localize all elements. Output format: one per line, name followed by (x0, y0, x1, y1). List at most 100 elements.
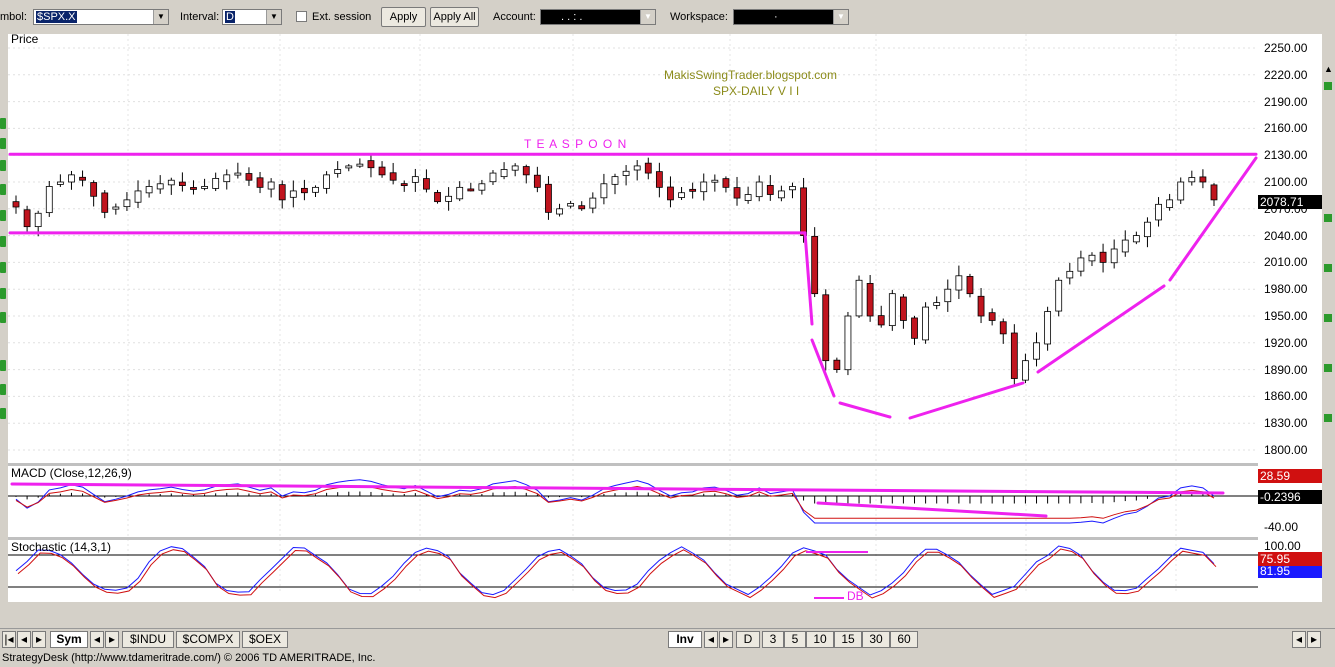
tool-icon[interactable] (0, 210, 6, 221)
tab-symbol-oex[interactable]: $OEX (242, 631, 288, 648)
tool-icon[interactable] (0, 118, 6, 129)
panel-divider[interactable] (8, 537, 1322, 540)
tab-symbol-compx[interactable]: $COMPX (176, 631, 240, 648)
x-tick-label: 12 (1235, 601, 1249, 602)
x-tick-label: 16 (652, 601, 666, 602)
tool-icon[interactable] (1324, 214, 1332, 222)
tool-icon[interactable] (0, 262, 6, 273)
tab-interval-30[interactable]: 30 (862, 631, 890, 648)
candle-body (933, 302, 941, 306)
candle-body (1121, 239, 1129, 253)
price-axis: 2250.00 2220.00 2190.00 2160.00 2130.00 2100.… (1258, 34, 1322, 602)
scroll-left-icon[interactable]: ◂ (1292, 631, 1306, 648)
x-tick-label: 02 (133, 601, 147, 602)
tab-interval-60[interactable]: 60 (890, 631, 918, 648)
chevron-down-icon[interactable]: ▼ (153, 10, 168, 24)
tool-icon[interactable] (1324, 314, 1332, 322)
candle-body (1188, 177, 1196, 183)
chevron-down-icon[interactable]: ▼ (266, 10, 281, 24)
x-tick-label: 03 (717, 601, 731, 602)
apply-all-button[interactable]: Apply All (430, 7, 479, 27)
workspace-value[interactable]: · (774, 11, 778, 23)
next-page-icon[interactable]: ▸ (32, 631, 46, 648)
candle-body (1166, 199, 1174, 208)
x-tick-label: 08 (457, 601, 471, 602)
tab-symbol-indu[interactable]: $INDU (122, 631, 174, 648)
candle-body (167, 179, 175, 186)
up-arrow-icon[interactable]: ▲ (1324, 64, 1333, 74)
candle-body (1110, 248, 1118, 264)
tool-icon[interactable] (0, 288, 6, 299)
stoch-tick-100: 100.00 (1264, 539, 1301, 553)
tab-interval-5[interactable]: 5 (784, 631, 806, 648)
candle-body (445, 195, 453, 202)
chevron-down-icon[interactable]: ▼ (833, 10, 848, 24)
x-tick-label: 12 (25, 601, 39, 602)
x-tick-label: 19 (1106, 601, 1120, 602)
prev-page-icon[interactable]: ◂ (17, 631, 31, 648)
tool-icon[interactable] (1324, 264, 1332, 272)
chevron-down-icon[interactable]: ▼ (640, 10, 655, 24)
candle-body (389, 172, 397, 181)
y-tick-label: 2160.00 (1264, 121, 1308, 136)
candle-body (12, 201, 20, 208)
interval-combobox[interactable]: D ▼ (222, 9, 282, 25)
tool-icon[interactable] (1324, 414, 1332, 422)
teaspoon-trendline (810, 338, 836, 398)
chart-svg[interactable]: 19 12 17 20 25 30 02 08 13 16 21 24 29 04 07 12 15 20 26 29… (8, 34, 1258, 602)
tool-icon[interactable] (1324, 364, 1332, 372)
candle-body (1033, 342, 1040, 360)
candle-body (744, 194, 752, 201)
macd-annotation-line (10, 482, 1225, 495)
tool-icon[interactable] (0, 312, 6, 323)
candle-body (223, 174, 231, 183)
candle-body (45, 186, 53, 214)
candle-body (34, 212, 42, 228)
panel-divider[interactable] (8, 463, 1322, 466)
y-tick-label: 1920.00 (1264, 335, 1308, 350)
first-page-icon[interactable]: |◂ (2, 631, 16, 648)
tab-interval-10[interactable]: 10 (806, 631, 834, 648)
y-tick-label: 2010.00 (1264, 255, 1308, 270)
tool-icon[interactable] (0, 184, 6, 195)
account-value[interactable]: . . : . (561, 11, 583, 23)
tab-interval-15[interactable]: 15 (834, 631, 862, 648)
candle-body (811, 235, 819, 295)
tab-inv[interactable]: Inv (668, 631, 702, 648)
symbol-value[interactable]: $SPX.X (36, 11, 77, 23)
candle-body (134, 190, 142, 203)
account-combobox[interactable]: . . : . ▼ (540, 9, 656, 25)
candle-body (988, 312, 996, 321)
x-tick-label: 20 (68, 601, 82, 602)
interval-value[interactable]: D (225, 11, 235, 23)
candle-body (411, 176, 419, 183)
x-tick-label: 04 (1192, 601, 1206, 602)
candle-body (611, 176, 619, 185)
symbol-combobox[interactable]: $SPX.X ▼ (33, 9, 169, 25)
chart-area[interactable]: 19 12 17 20 25 30 02 08 13 16 21 24 29 04 07 12 15 20 26 29… (8, 32, 1258, 603)
candle-body (400, 183, 408, 187)
apply-button[interactable]: Apply (381, 7, 426, 27)
prev-icon[interactable]: ◂ (704, 631, 718, 648)
tab-interval-3[interactable]: 3 (762, 631, 784, 648)
candle-body (733, 187, 741, 199)
tab-sym[interactable]: Sym (50, 631, 88, 648)
prev-icon[interactable]: ◂ (90, 631, 104, 648)
tool-icon[interactable] (0, 160, 6, 171)
candle-body (1022, 360, 1029, 381)
tool-icon[interactable] (0, 408, 6, 419)
scroll-right-icon[interactable]: ▸ (1307, 631, 1321, 648)
ext-session-checkbox[interactable] (296, 11, 307, 22)
next-icon[interactable]: ▸ (105, 631, 119, 648)
tool-icon[interactable] (0, 360, 6, 371)
x-tick-label: 12 (328, 601, 342, 602)
candle-body (777, 190, 785, 199)
tool-icon[interactable] (0, 236, 6, 247)
tool-icon[interactable] (0, 138, 6, 149)
tool-icon[interactable] (0, 384, 6, 395)
next-icon[interactable]: ▸ (719, 631, 733, 648)
tab-interval-d[interactable]: D (736, 631, 760, 648)
x-tick-label: 29 (263, 601, 277, 602)
tool-icon[interactable] (1324, 82, 1332, 90)
workspace-combobox[interactable]: · ▼ (733, 9, 849, 25)
